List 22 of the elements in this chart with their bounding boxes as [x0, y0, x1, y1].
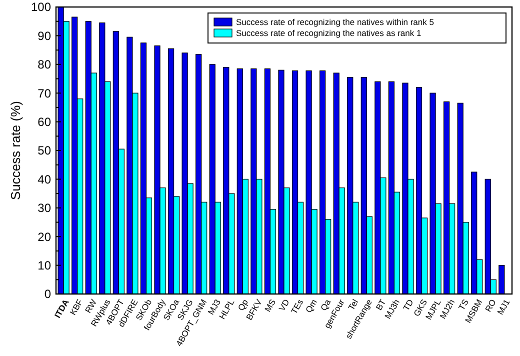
y-tick-label: 100 — [30, 0, 52, 14]
y-tick-label: 40 — [38, 172, 52, 186]
y-tick-label: 60 — [38, 115, 52, 129]
y-tick-label: 50 — [38, 144, 52, 158]
legend-label: Success rate of recognizing the natives as rank 1 — [236, 28, 422, 38]
y-tick-label: 0 — [44, 287, 52, 302]
x-tick-label: VD — [276, 297, 292, 313]
y-tick-label: 90 — [38, 28, 52, 43]
x-tick-label: TD — [400, 297, 416, 312]
x-tick-label: Qm — [303, 297, 319, 314]
y-tick-label: 70 — [38, 86, 52, 100]
x-tick-label: RO — [482, 297, 498, 314]
y-tick-label: 10 — [38, 258, 52, 272]
x-tick-label: Qp — [236, 297, 250, 312]
x-tick-label: MS — [262, 297, 278, 314]
y-tick-label: 30 — [38, 201, 52, 216]
x-tick-label: BT — [374, 297, 388, 312]
y-axis-title: Success rate (%) — [8, 101, 23, 200]
legend-label: Success rate of recognizing the natives within rank 5 — [236, 16, 434, 27]
y-tick-label: 20 — [38, 230, 52, 244]
x-tick-label: TEs — [288, 297, 306, 316]
y-tick-label: 80 — [38, 58, 52, 72]
